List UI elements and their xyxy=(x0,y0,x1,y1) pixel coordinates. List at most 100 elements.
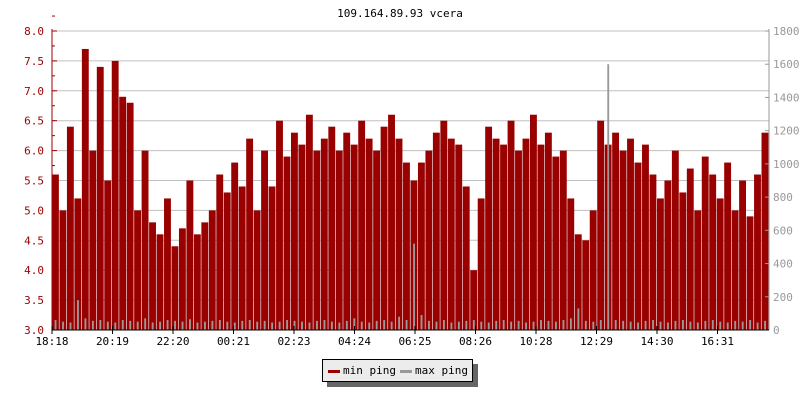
right-axis-tick-label: 800 xyxy=(773,191,793,204)
max-ping-bar xyxy=(599,320,602,330)
min-ping-bar xyxy=(470,270,478,330)
min-ping-bar xyxy=(589,210,597,330)
max-ping-bar xyxy=(569,318,572,330)
min-ping-bar xyxy=(335,150,343,330)
right-axis-tick-label: 600 xyxy=(773,224,793,237)
max-ping-bar xyxy=(756,322,759,330)
min-ping-bar xyxy=(104,180,112,330)
left-axis-tick-label: 5.5 xyxy=(24,175,44,188)
min-ping-bar xyxy=(201,222,209,330)
left-axis-tick-label: 5.0 xyxy=(24,204,44,217)
max-ping-bar xyxy=(457,321,460,330)
max-ping-bar xyxy=(129,320,132,330)
max-ping-bar xyxy=(741,321,744,330)
min-ping-bar xyxy=(567,198,575,330)
min-ping-bar xyxy=(417,162,425,330)
min-ping-bar xyxy=(231,162,239,330)
min-ping-bar xyxy=(574,234,582,330)
min-ping-bar xyxy=(709,174,717,330)
max-ping-bar xyxy=(659,321,662,330)
max-ping-bar xyxy=(338,322,341,330)
x-axis-tick-label: 18:18 xyxy=(35,335,68,348)
max-ping-bar xyxy=(330,321,333,330)
x-axis-tick-label: 14:30 xyxy=(640,335,673,348)
max-ping-bar xyxy=(502,320,505,330)
max-ping-bar xyxy=(54,320,57,330)
max-ping-bar xyxy=(495,320,498,330)
left-axis-tick-label: 6.5 xyxy=(24,115,44,128)
legend-label: min ping xyxy=(343,364,396,377)
min-ping-bar xyxy=(671,150,679,330)
max-ping-bar xyxy=(256,321,259,330)
max-ping-bar xyxy=(540,320,542,330)
min-ping-bar xyxy=(89,150,97,330)
min-ping-bar xyxy=(642,144,649,330)
min-ping-bar xyxy=(320,138,328,330)
min-ping-bar xyxy=(754,174,761,330)
max-ping-bar xyxy=(301,321,303,330)
x-axis-tick-label: 12:29 xyxy=(580,335,613,348)
max-ping-bar xyxy=(271,322,274,330)
min-ping-bar xyxy=(126,102,134,330)
min-ping-bar xyxy=(261,150,268,330)
min-ping-bar xyxy=(365,138,373,330)
left-axis-tick-label: 4.5 xyxy=(24,234,44,247)
min-ping-bar xyxy=(59,210,67,330)
left-axis-tick-label: 6.0 xyxy=(24,145,44,158)
min-ping-bar xyxy=(186,180,194,330)
min-ping-bar xyxy=(66,126,74,331)
min-ping-bar xyxy=(141,150,149,330)
min-ping-bar xyxy=(462,186,470,330)
min-ping-bar xyxy=(298,144,306,330)
max-ping-bar xyxy=(360,321,363,330)
min-ping-bar xyxy=(716,198,724,330)
max-ping-bar xyxy=(405,320,408,330)
min-ping-bar xyxy=(343,132,351,330)
max-ping-bar xyxy=(689,321,692,330)
max-ping-bar xyxy=(69,322,72,330)
min-ping-bar xyxy=(305,114,313,330)
max-ping-bar xyxy=(166,320,169,330)
min-ping-bar xyxy=(746,216,754,330)
max-ping-bar xyxy=(562,320,565,330)
max-ping-bar xyxy=(398,316,401,330)
max-ping-bar xyxy=(674,320,677,330)
legend-item-min-ping: min ping xyxy=(328,364,396,377)
max-ping-series xyxy=(54,64,767,330)
max-ping-bar xyxy=(278,321,281,330)
min-ping-bar xyxy=(440,120,448,330)
left-axis-tick-label: 3.5 xyxy=(24,294,44,307)
min-ping-bar xyxy=(694,210,702,330)
max-ping-bar xyxy=(435,321,438,330)
min-ping-bar xyxy=(253,210,261,330)
max-ping-bar xyxy=(151,322,154,330)
right-axis-tick-label: 1400 xyxy=(773,91,800,104)
x-axis-tick-label: 00:21 xyxy=(217,335,250,348)
legend-label: max ping xyxy=(414,364,468,377)
min-ping-bar xyxy=(208,210,216,330)
max-ping-bar xyxy=(547,320,550,330)
axes: 3.0 3.5 4.0 4.5 5.0 5.5 6.0 6.5 7.0 7.5 8.0 0 200 400… xyxy=(24,15,800,348)
min-ping-bar xyxy=(627,138,634,330)
min-ping-bar xyxy=(530,114,537,330)
max-ping-bar xyxy=(181,321,184,330)
max-ping-bar xyxy=(711,320,714,330)
max-ping-bar xyxy=(696,322,699,330)
min-ping-bar xyxy=(679,192,687,330)
right-axis-tick-label: 1200 xyxy=(773,125,800,138)
max-ping-bar xyxy=(719,321,722,330)
max-ping-bar xyxy=(764,320,767,330)
legend: min ping max ping xyxy=(322,359,473,382)
max-ping-bar xyxy=(450,322,453,330)
min-ping-bar xyxy=(373,150,381,330)
right-axis-tick-label: 200 xyxy=(773,291,793,304)
max-ping-bar xyxy=(480,321,483,330)
max-ping-bar xyxy=(592,321,595,330)
min-ping-bar xyxy=(119,96,127,330)
min-ping-bar xyxy=(731,210,739,330)
max-ping-bar xyxy=(681,320,684,330)
left-axis-tick-label: 3.0 xyxy=(24,324,44,337)
min-ping-bar xyxy=(380,126,388,331)
max-ping-bar xyxy=(442,320,445,330)
